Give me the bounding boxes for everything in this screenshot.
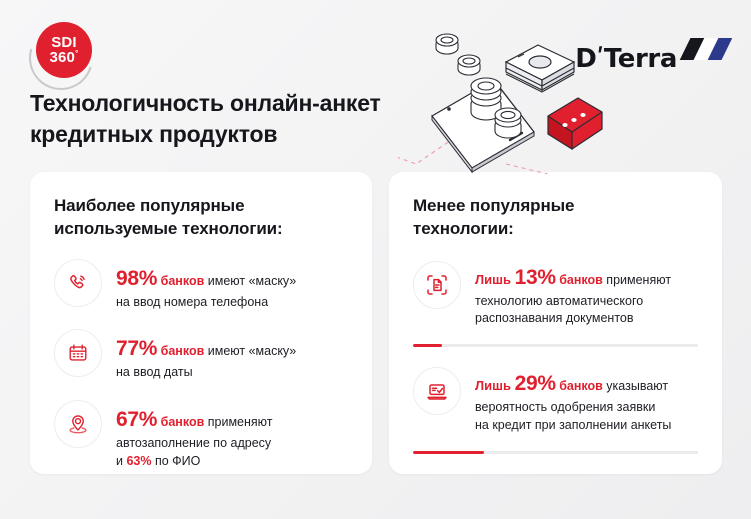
logo-circle: SDI 360° (36, 22, 92, 78)
progress-bar-fill (413, 450, 485, 454)
sdi-360-logo: SDI 360° (17, 14, 105, 102)
progress-bar-fill (413, 344, 442, 348)
logo-text-360: 360° (49, 49, 79, 66)
stat-text: Лишь 29% банков указывают вероятность од… (475, 367, 671, 434)
card-most-popular: Наиболее популярные используемые техноло… (30, 172, 372, 474)
stat-row: Лишь 13% банков применяют технологию авт… (413, 260, 698, 328)
stat-value: 13 (514, 265, 538, 289)
stat-percent: % (138, 408, 158, 432)
stat-percent: % (138, 337, 158, 361)
stat-lead: Лишь (475, 271, 515, 287)
stat-emphasis: банков (160, 344, 205, 359)
stat-emphasis: банков (160, 273, 205, 288)
stat-rest-2: на ввод номера телефона (116, 294, 269, 309)
stat-value: 67 (116, 408, 139, 432)
stat-secondary-value: 63% (126, 453, 152, 468)
stat-rest-1: имеют «маску» (204, 273, 297, 288)
stat-rest-2: на ввод даты (116, 365, 193, 380)
brand-flag-icon (679, 38, 733, 60)
stat-emphasis: банков (559, 379, 603, 394)
stat-rest-3: распознавания документов (475, 311, 634, 326)
stat-text: 77% банков имеют «маску» на ввод даты (116, 329, 296, 382)
laptop-check-icon (413, 367, 461, 416)
stat-value: 77 (116, 337, 139, 361)
stat-value: 29 (514, 372, 538, 396)
stat-emphasis: банков (559, 272, 603, 287)
stat-rest-3-pre: и (116, 453, 127, 468)
brand-logo: DʹTerra (575, 36, 733, 74)
document-scan-icon (413, 260, 461, 309)
stat-row: 77% банков имеют «маску» на ввод даты (54, 329, 348, 382)
logo-text-sdi: SDI (51, 33, 77, 51)
stat-rest-2: автозаполнение по адресу (116, 435, 272, 450)
isometric-illustration (365, 24, 608, 175)
stat-percent: % (537, 265, 556, 289)
stat-value: 98 (116, 266, 139, 290)
stat-row: 98% банков имеют «маску» на ввод номера … (54, 258, 348, 312)
stat-lead: Лишь (475, 378, 515, 394)
stat-rest-1: указывают (602, 379, 669, 394)
stat-row: Лишь 29% банков указывают вероятность од… (413, 367, 698, 434)
left-card-heading: Наиболее популярные используемые техноло… (54, 196, 283, 239)
stat-rest-2: вероятность одобрения заявки (475, 400, 656, 415)
stat-rest-1: применяют (204, 415, 273, 430)
stat-text: 98% банков имеют «маску» на ввод номера … (116, 259, 296, 312)
stat-rest-2: технологию автоматического (475, 293, 644, 308)
stat-rest-3: на кредит при заполнении анкеты (475, 417, 672, 432)
cards-container: Наиболее популярные используемые техноло… (30, 172, 722, 474)
calendar-icon (54, 329, 102, 378)
progress-bar-13 (413, 344, 698, 348)
stat-percent: % (138, 266, 158, 290)
phone-icon (54, 258, 102, 307)
brand-name: DʹTerra (575, 44, 677, 74)
stat-rest-3-post: по ФИО (151, 453, 201, 468)
progress-bar-29 (413, 450, 698, 454)
stat-percent: % (537, 372, 556, 396)
card-less-popular: Менее популярные технологии: Лишь 1 (389, 172, 722, 474)
location-pin-icon (54, 400, 102, 449)
stat-rest-1: имеют «маску» (204, 344, 297, 359)
stat-text: 67% банков применяют автозаполнение по а… (116, 400, 273, 470)
stat-text: Лишь 13% банков применяют технологию авт… (475, 261, 671, 328)
page-title: Технологичность онлайн-анкет кредитных п… (30, 90, 381, 147)
stat-rest-1: применяют (602, 272, 672, 287)
right-card-heading: Менее популярные технологии: (413, 196, 575, 239)
stat-emphasis: банков (160, 415, 205, 430)
stat-row: 67% банков применяют автозаполнение по а… (54, 400, 348, 470)
